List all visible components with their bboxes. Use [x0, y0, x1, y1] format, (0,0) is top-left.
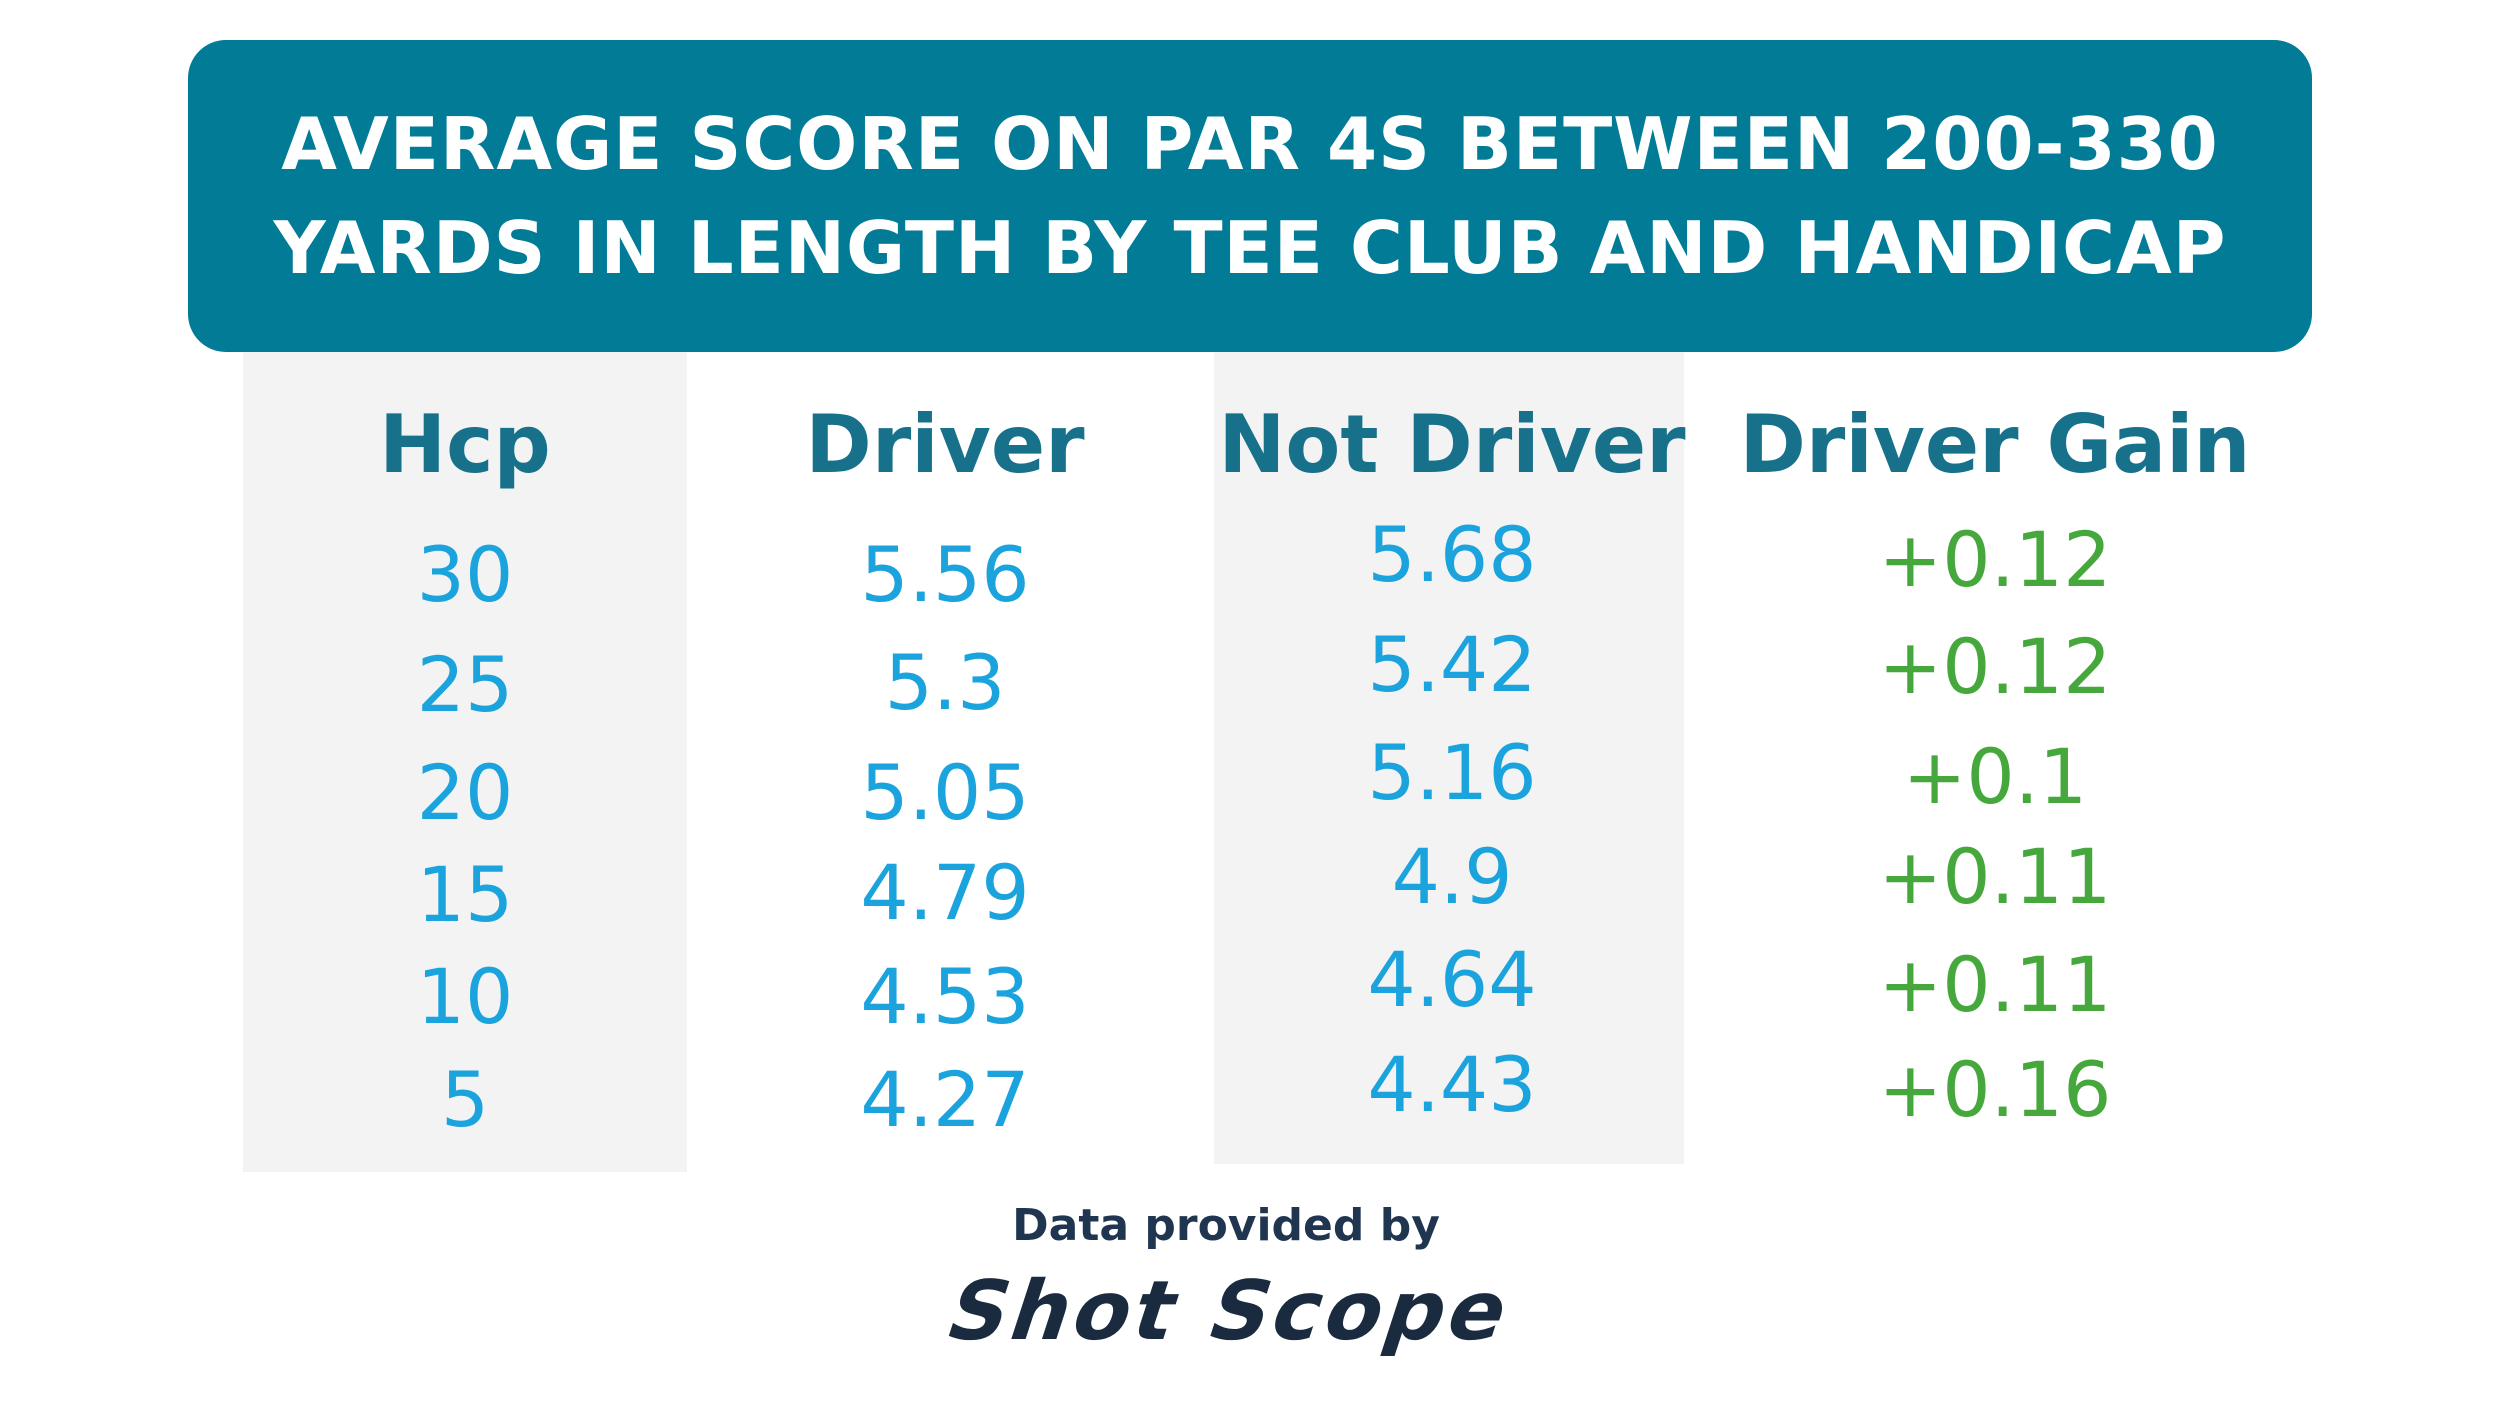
- cell-not-driver: 5.42: [1367, 620, 1537, 709]
- cell-driver-gain: +0.11: [1878, 832, 2112, 921]
- cell-not-driver: 5.16: [1367, 728, 1537, 817]
- cell-driver-gain: +0.12: [1878, 515, 2112, 604]
- cell-driver-gain: +0.1: [1902, 732, 2088, 821]
- cell-hcp: 5: [440, 1055, 490, 1144]
- cell-driver: 5.05: [860, 748, 1030, 837]
- cell-not-driver: 4.64: [1367, 935, 1537, 1024]
- title-line-1: AVERAGE SCORE ON PAR 4S BETWEEN 200-330: [281, 102, 2219, 186]
- cell-hcp: 30: [416, 530, 514, 619]
- cell-not-driver: 5.68: [1367, 510, 1537, 599]
- cell-not-driver: 4.9: [1391, 832, 1513, 921]
- data-source-label: Data provided by: [1012, 1200, 1440, 1251]
- cell-driver-gain: +0.12: [1878, 622, 2112, 711]
- cell-driver: 4.53: [860, 952, 1030, 1041]
- header-not-driver: Not Driver: [1218, 398, 1686, 491]
- cell-driver: 4.79: [860, 848, 1030, 937]
- cell-not-driver: 4.43: [1367, 1040, 1537, 1129]
- title-line-2: YARDS IN LENGTH BY TEE CLUB AND HANDICAP: [273, 206, 2227, 290]
- not-driver-column-shading: [1214, 352, 1684, 1164]
- cell-hcp: 25: [416, 640, 514, 729]
- header-driver: Driver: [805, 398, 1085, 491]
- header-driver-gain: Driver Gain: [1739, 398, 2251, 491]
- cell-hcp: 10: [416, 952, 514, 1041]
- cell-hcp: 15: [416, 850, 514, 939]
- hcp-column-shading: [243, 352, 687, 1172]
- header-hcp: Hcp: [379, 398, 551, 491]
- cell-hcp: 20: [416, 748, 514, 837]
- cell-driver: 5.3: [884, 638, 1006, 727]
- cell-driver: 4.27: [860, 1055, 1030, 1144]
- cell-driver: 5.56: [860, 530, 1030, 619]
- title-banner: AVERAGE SCORE ON PAR 4S BETWEEN 200-330 …: [188, 40, 2312, 352]
- cell-driver-gain: +0.11: [1878, 940, 2112, 1029]
- cell-driver-gain: +0.16: [1878, 1045, 2112, 1134]
- shot-scope-logo: Shot Scope: [934, 1264, 1526, 1359]
